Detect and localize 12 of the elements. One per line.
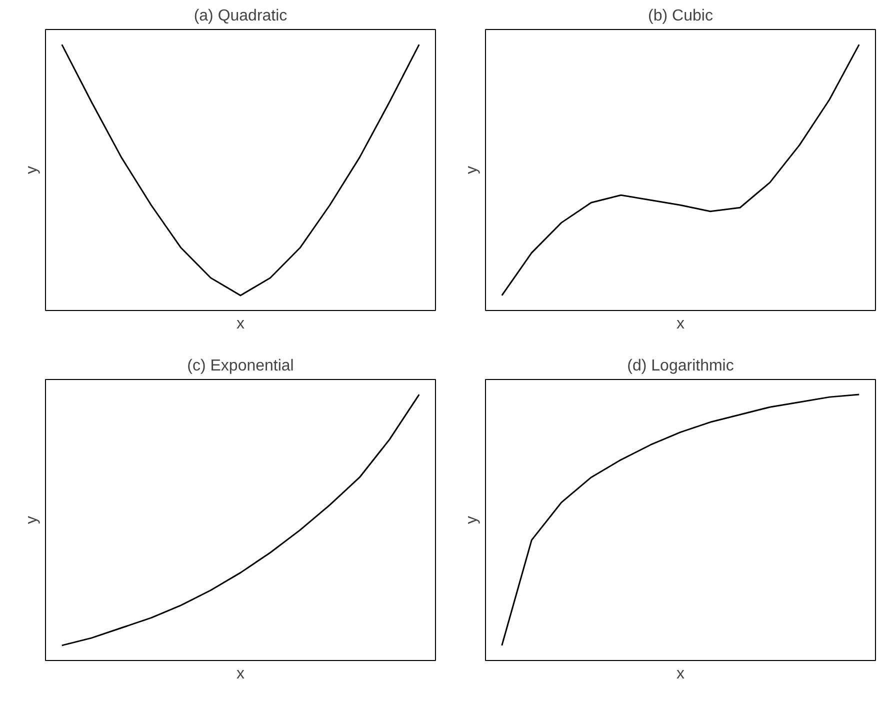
- chart-title: (a) Quadratic: [194, 8, 288, 24]
- chart-title: (c) Exponential: [187, 358, 294, 374]
- chart-title: (b) Cubic: [648, 8, 713, 24]
- x-axis-title: x: [676, 666, 684, 682]
- x-axis-title: x: [236, 316, 244, 332]
- y-axis-title: y: [24, 516, 40, 524]
- chart-title: (d) Logarithmic: [627, 358, 734, 374]
- y-axis-title: y: [464, 516, 480, 524]
- x-axis-title: x: [676, 316, 684, 332]
- y-axis-title: y: [24, 166, 40, 174]
- x-axis-title: x: [236, 666, 244, 682]
- y-axis-title: y: [464, 166, 480, 174]
